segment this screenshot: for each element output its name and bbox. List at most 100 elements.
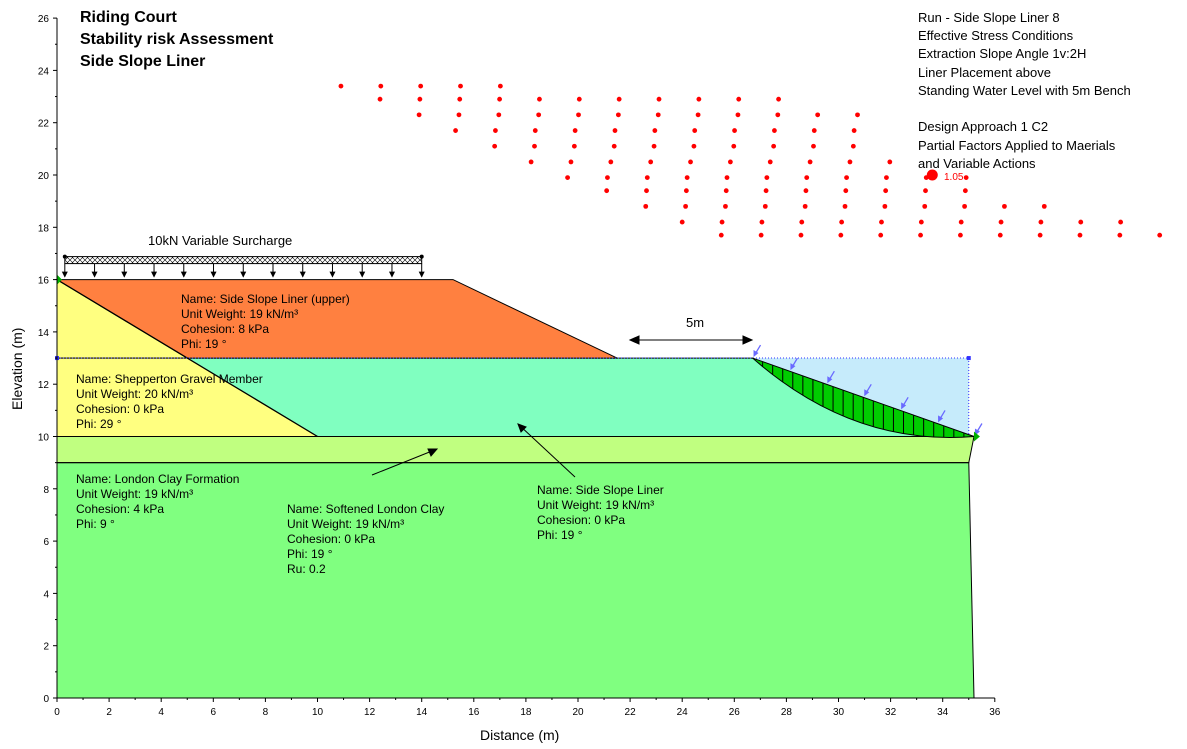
x-tick-label: 14 [416, 707, 428, 718]
label-leader-arrows [371, 423, 576, 478]
grid-point [772, 128, 777, 133]
grid-point [802, 203, 808, 209]
surcharge-label: 10kN Variable Surcharge [148, 233, 292, 248]
x-tick-label: 16 [468, 707, 480, 718]
grid-point [776, 96, 781, 102]
grid-point [767, 159, 773, 165]
grid-point [565, 175, 570, 181]
x-tick-label: 6 [211, 707, 217, 718]
run-notes: Run - Side Slope Liner 8 Effective Stres… [918, 10, 1131, 171]
grid-point [958, 219, 964, 225]
title-line-1: Riding Court [80, 9, 178, 26]
critical-fos-label: 1.05 [944, 172, 964, 183]
arrowhead [210, 271, 217, 278]
grid-point [537, 96, 542, 102]
grid-point [842, 203, 848, 209]
grid-point [884, 175, 889, 181]
x-tick-label: 26 [729, 707, 741, 718]
grid-point [608, 159, 614, 165]
grid-point [532, 143, 537, 149]
grid-point [692, 128, 698, 133]
grid-point [851, 128, 857, 133]
grid-point [571, 143, 577, 149]
arrowhead [864, 389, 870, 397]
grid-point [918, 219, 924, 225]
arrowhead [388, 271, 395, 278]
surcharge-band [64, 256, 423, 265]
grid-point [775, 112, 781, 118]
slip-exit-marker [973, 431, 980, 442]
grid-point [492, 143, 498, 149]
arrowhead [269, 271, 276, 278]
grid-point [1077, 232, 1083, 238]
grid-point [656, 96, 662, 102]
grid-point [453, 128, 458, 133]
material-text: Ru: 0.2 [287, 562, 326, 576]
grid-point [922, 203, 928, 209]
y-tick-label: 14 [38, 328, 50, 339]
material-text: Phi: 19 ° [537, 528, 583, 542]
grid-point [497, 96, 502, 102]
material-text: Name: London Clay Formation [76, 472, 239, 486]
arrowhead [91, 271, 98, 278]
grid-point [648, 159, 654, 165]
arrowhead [299, 271, 306, 278]
grid-point [887, 159, 893, 165]
surcharge-end [62, 254, 67, 259]
material-label-side-slope-liner: Name: Side Slope Liner Unit Weight: 19 k… [537, 483, 664, 542]
leader-arrow-softened-clay [371, 448, 438, 476]
run-note: Effective Stress Conditions [918, 28, 1074, 43]
grid-point [605, 175, 610, 181]
grid-point [644, 188, 649, 194]
grid-point [883, 188, 889, 194]
material-label-side-slope-liner-upper: Name: Side Slope Liner (upper) Unit Weig… [181, 292, 350, 351]
x-tick-label: 4 [158, 707, 164, 718]
y-tick-label: 26 [38, 14, 50, 25]
grid-point [576, 96, 582, 102]
y-tick-label: 16 [38, 276, 50, 287]
material-text: Unit Weight: 20 kN/m³ [76, 387, 193, 401]
chart-axes: 0 2 4 6 8 10 12 14 16 18 20 22 24 26 28 30 32 34 360246810… [38, 14, 1001, 718]
grid-point [611, 143, 617, 149]
arrowhead [359, 271, 366, 278]
material-text: Name: Shepperton Gravel Member [76, 372, 263, 386]
grid-point [456, 112, 462, 118]
grid-point [615, 112, 621, 118]
y-tick-label: 8 [43, 485, 49, 496]
grid-point [731, 143, 737, 149]
grid-point [847, 159, 853, 165]
grid-point [879, 219, 884, 225]
x-tick-label: 34 [937, 707, 949, 718]
arrowhead [753, 350, 759, 358]
grid-point [807, 159, 813, 165]
grid-point [838, 232, 844, 238]
run-note: Standing Water Level with 5m Bench [918, 83, 1131, 98]
region-softened-london-clay [56, 436, 975, 464]
grid-point [338, 83, 344, 89]
bench-dimension [628, 335, 754, 345]
grid-point [417, 96, 423, 102]
y-tick-label: 10 [38, 433, 50, 444]
soil-regions [55, 278, 975, 699]
x-tick-label: 8 [263, 707, 269, 718]
arrowhead [742, 335, 754, 345]
y-axis-title: Elevation (m) [9, 328, 25, 410]
grid-point [962, 203, 967, 209]
grid-point [799, 219, 805, 225]
grid-point [762, 203, 768, 209]
material-text: Cohesion: 8 kPa [181, 322, 269, 336]
grid-point [1041, 203, 1047, 209]
grid-point [923, 188, 928, 194]
arrowhead [517, 423, 527, 433]
critical-slip-surface [57, 274, 983, 442]
material-text: Unit Weight: 19 kN/m³ [76, 487, 193, 501]
material-text: Unit Weight: 19 kN/m³ [537, 498, 654, 512]
grid-point [695, 112, 701, 118]
grid-point [844, 175, 849, 181]
grid-point [736, 96, 742, 102]
material-text: Phi: 19 ° [287, 547, 333, 561]
material-text: Phi: 19 ° [181, 337, 227, 351]
run-note: Extraction Slope Angle 1v:2H [918, 46, 1086, 61]
grid-point [568, 159, 574, 165]
arrowhead [418, 271, 425, 278]
